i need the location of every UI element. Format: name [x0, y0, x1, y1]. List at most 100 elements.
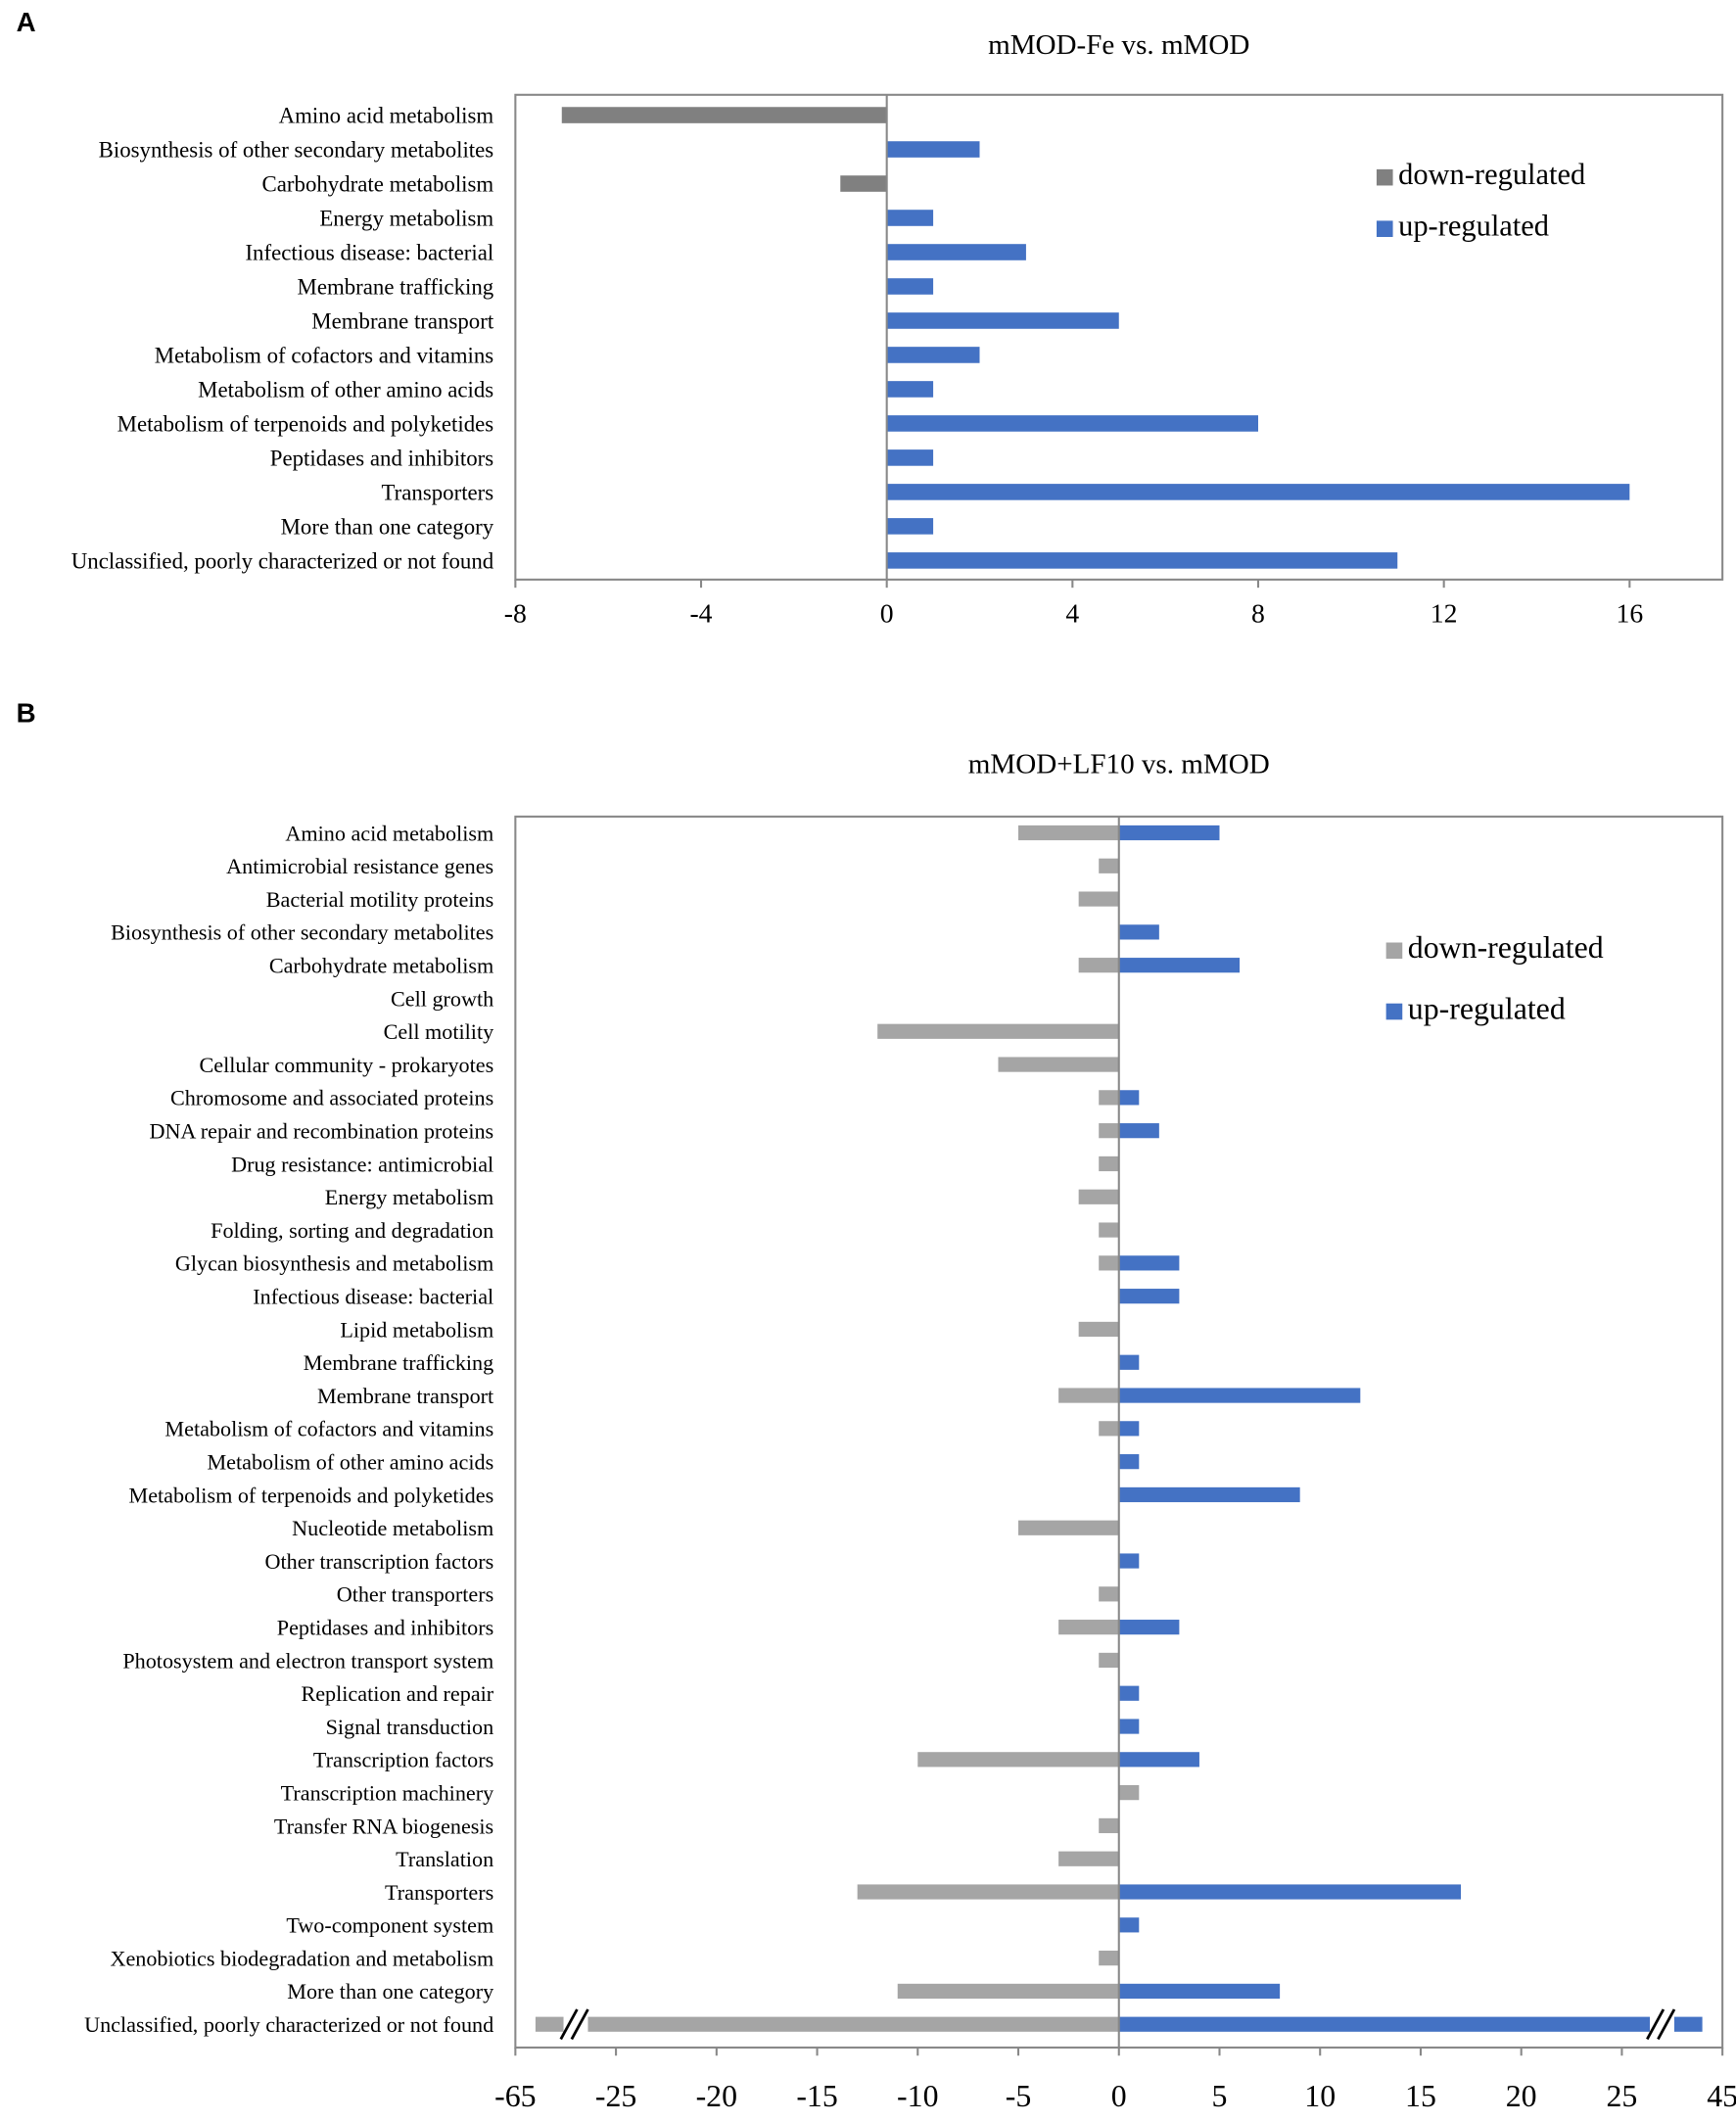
legend-label: up-regulated: [1398, 210, 1549, 243]
legend-swatch: [1385, 942, 1403, 960]
category-label: Transcription factors: [313, 1748, 493, 1772]
bar: [886, 244, 1026, 260]
category-label: Translation: [396, 1847, 493, 1871]
bar: [1118, 1388, 1361, 1403]
bar: [886, 347, 980, 363]
category-label: Transfer RNA biogenesis: [274, 1814, 493, 1838]
x-tick-label: 4: [1065, 598, 1079, 629]
category-label: Glycan biosynthesis and metabolism: [175, 1251, 493, 1276]
x-tick-label: 45: [1707, 2079, 1736, 2113]
chart-title: mMOD+LF10 vs. mMOD: [968, 748, 1270, 779]
axis-break-mark: [570, 2008, 589, 2041]
category-label: Biosynthesis of other secondary metaboli…: [111, 920, 493, 945]
bar: [1018, 1520, 1119, 1535]
x-tick-label: -65: [494, 2079, 536, 2113]
bar: [1099, 1421, 1119, 1437]
x-tick-label: 10: [1304, 2079, 1336, 2113]
bar: [897, 1983, 1119, 2000]
axis-break-mark: [559, 2008, 579, 2041]
bar: [886, 552, 1398, 569]
bar: [1118, 1785, 1140, 1801]
x-tick-label: -8: [504, 598, 527, 629]
bar: [886, 415, 1258, 432]
category-label: Amino acid metabolism: [285, 821, 493, 845]
category-label: Two-component system: [286, 1913, 493, 1938]
bar: [886, 312, 1119, 329]
category-label: Other transcription factors: [265, 1549, 494, 1574]
bar: [535, 2016, 1119, 2032]
axis-break-mark: [1657, 2008, 1676, 2041]
category-label: More than one category: [287, 1979, 493, 2004]
category-label: Other transporters: [337, 1582, 493, 1607]
bar: [886, 518, 934, 535]
bar: [1118, 1486, 1300, 1503]
x-tick-label: 0: [880, 598, 894, 629]
x-tick-label: -15: [796, 2079, 837, 2113]
category-label: Peptidases and inhibitors: [270, 446, 494, 470]
bar: [1118, 1421, 1140, 1437]
category-label: Membrane trafficking: [304, 1350, 494, 1375]
bar: [886, 449, 934, 466]
category-label: Amino acid metabolism: [279, 104, 494, 128]
bar: [1078, 1189, 1119, 1204]
panel-label: A: [17, 7, 36, 37]
bar: [1118, 1620, 1180, 1635]
bar: [886, 381, 934, 398]
bar: [877, 1023, 1119, 1039]
bar: [886, 278, 934, 295]
bar: [1099, 1123, 1119, 1139]
category-label: Membrane transport: [317, 1384, 494, 1408]
category-label: Transporters: [382, 480, 494, 504]
category-label: Biosynthesis of other secondary metaboli…: [99, 138, 494, 163]
bar: [1118, 1884, 1462, 1900]
plot-frame: [514, 93, 1724, 581]
category-label: Metabolism of terpenoids and polyketides: [129, 1483, 494, 1507]
category-label: Metabolism of other amino acids: [207, 1450, 493, 1475]
legend-swatch: [1376, 220, 1393, 238]
category-label: Membrane transport: [311, 308, 494, 333]
category-label: Energy metabolism: [319, 207, 493, 231]
category-label: Infectious disease: bacterial: [253, 1285, 493, 1309]
category-label: DNA repair and recombination proteins: [149, 1119, 493, 1144]
bar: [998, 1057, 1119, 1072]
bar: [1118, 1255, 1180, 1271]
bar: [886, 141, 980, 158]
category-label: Folding, sorting and degradation: [211, 1218, 493, 1243]
category-label: Cell motility: [384, 1019, 494, 1044]
bar: [1118, 1454, 1140, 1470]
bar: [1099, 1090, 1119, 1106]
bar: [1118, 1752, 1199, 1768]
bar: [1078, 958, 1119, 973]
bar: [1058, 1388, 1119, 1403]
bar: [1118, 825, 1220, 841]
bar: [1058, 1620, 1119, 1635]
bar: [1118, 1685, 1140, 1701]
category-label: Chromosome and associated proteins: [170, 1086, 493, 1110]
bar: [1078, 1321, 1119, 1338]
x-tick-label: 0: [1111, 2079, 1127, 2113]
bar: [1099, 1951, 1119, 1966]
category-label: Carbohydrate metabolism: [269, 954, 493, 978]
bar: [886, 210, 934, 226]
category-label: Replication and repair: [301, 1681, 493, 1706]
category-label: Signal transduction: [326, 1715, 494, 1739]
category-label: Peptidases and inhibitors: [277, 1615, 493, 1639]
legend-label: down-regulated: [1408, 930, 1604, 965]
bar: [1118, 1289, 1180, 1304]
bar: [917, 1752, 1119, 1768]
bar: [1118, 1917, 1140, 1933]
category-label: Metabolism of other amino acids: [198, 377, 493, 401]
bar: [1118, 1123, 1159, 1139]
x-tick-label: 15: [1405, 2079, 1436, 2113]
category-label: Metabolism of cofactors and vitamins: [155, 343, 494, 367]
category-label: Xenobiotics biodegradation and metabolis…: [110, 1946, 493, 1970]
category-label: More than one category: [281, 514, 494, 539]
category-label: Metabolism of cofactors and vitamins: [164, 1417, 493, 1441]
bar: [1099, 1652, 1119, 1669]
category-label: Nucleotide metabolism: [292, 1516, 493, 1540]
chart-title: mMOD-Fe vs. mMOD: [988, 29, 1249, 61]
bar: [1099, 1586, 1119, 1602]
category-label: Unclassified, poorly characterized or no…: [84, 2012, 493, 2037]
bar: [1118, 1354, 1140, 1370]
